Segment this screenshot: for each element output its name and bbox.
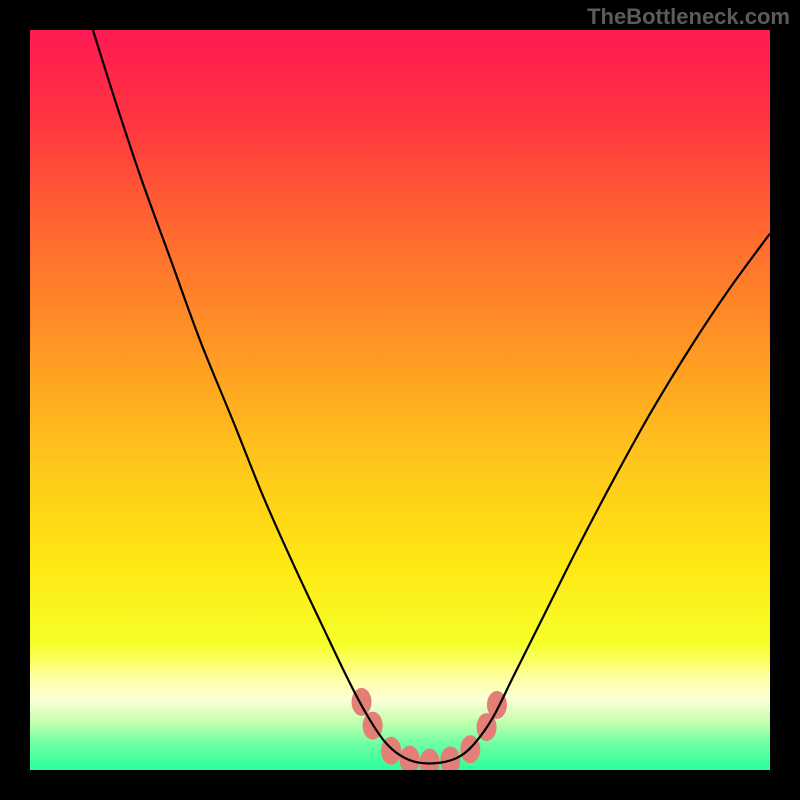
- frame-bottom: [0, 770, 800, 800]
- chart-container: TheBottleneck.com: [0, 0, 800, 800]
- watermark-text: TheBottleneck.com: [587, 4, 790, 30]
- frame-left: [0, 0, 30, 800]
- bottleneck-chart: [0, 0, 800, 800]
- frame-right: [770, 0, 800, 800]
